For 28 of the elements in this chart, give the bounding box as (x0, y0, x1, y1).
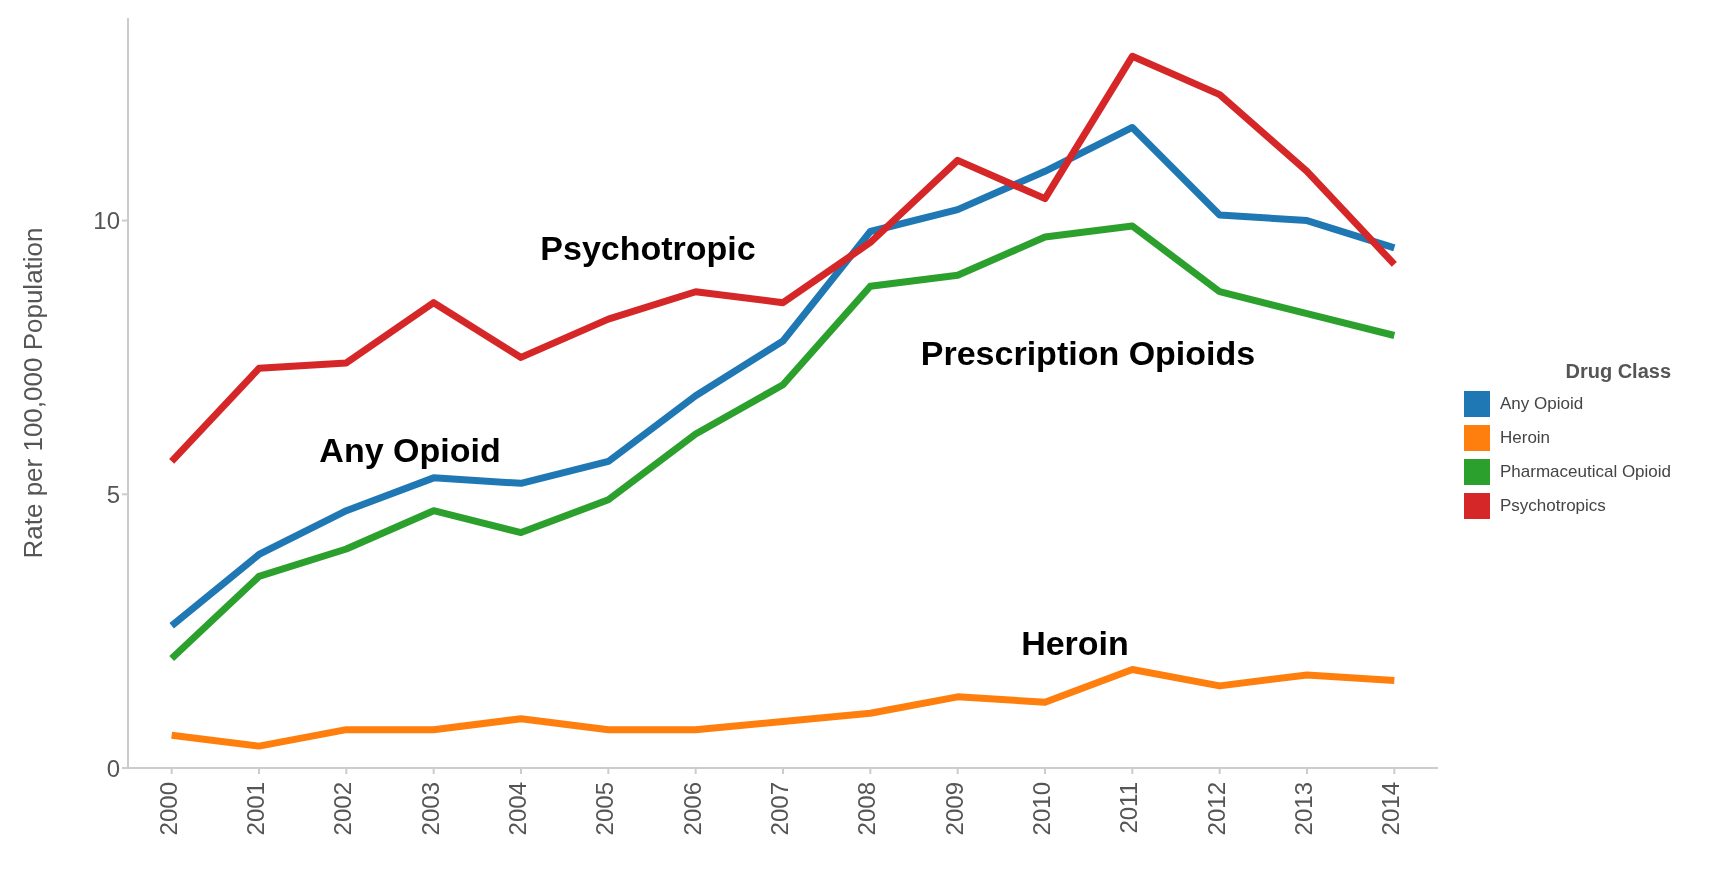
legend-title: Drug Class (1564, 359, 1672, 383)
x-tick-label: 2009 (940, 782, 968, 836)
x-tick-label: 2011 (1115, 782, 1143, 834)
x-tick-label: 2013 (1290, 782, 1318, 836)
y-tick-label: 0 (106, 754, 120, 782)
x-tick-label: 2005 (591, 782, 619, 836)
x-tick-label: 2000 (154, 782, 182, 836)
legend-label: Pharmaceutical Opioid (1499, 460, 1672, 483)
x-tick-label: 2014 (1377, 782, 1405, 836)
x-tick-label: 2007 (766, 782, 794, 836)
x-tick-label: 2010 (1028, 782, 1056, 836)
legend-label: Psychotropics (1499, 494, 1607, 517)
x-tick-label: 2006 (678, 782, 706, 836)
x-tick-label: 2004 (504, 782, 532, 836)
x-tick-label: 2001 (242, 782, 270, 836)
y-tick-label: 10 (93, 207, 120, 235)
annotation: Any Opioid (319, 430, 501, 470)
x-tick-label: 2012 (1202, 782, 1230, 836)
x-tick-label: 2008 (853, 782, 881, 836)
legend-label: Any Opioid (1499, 392, 1585, 415)
legend-label: Heroin (1499, 426, 1552, 449)
annotation: Psychotropic (540, 228, 756, 268)
annotation: Heroin (1021, 623, 1129, 663)
y-tick-label: 5 (106, 480, 120, 508)
annotation: Prescription Opioids (920, 333, 1256, 373)
y-axis-title: Rate per 100,000 Population (18, 227, 49, 559)
x-tick-label: 2003 (416, 782, 444, 836)
x-tick-label: 2002 (329, 782, 357, 836)
